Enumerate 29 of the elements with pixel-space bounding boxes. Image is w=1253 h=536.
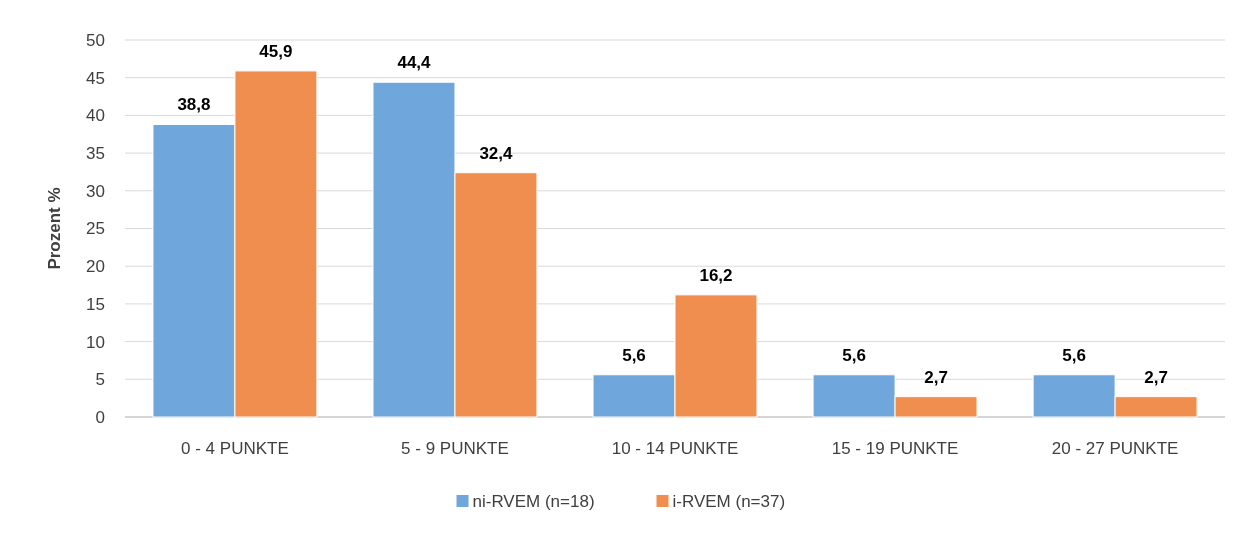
- y-axis-title: Prozent %: [45, 187, 64, 270]
- y-tick-label: 40: [86, 106, 105, 126]
- data-label: 44,4: [397, 53, 432, 73]
- data-label: 38,8: [177, 95, 211, 115]
- y-tick-label: 20: [86, 257, 105, 277]
- data-label: 16,2: [699, 265, 733, 285]
- data-label: 5,6: [842, 345, 866, 365]
- y-tick-label: 5: [95, 370, 105, 390]
- data-label: 5,6: [622, 345, 646, 365]
- legend-label: ni-RVEM (n=18): [472, 491, 595, 511]
- x-tick-label: 20 - 27 PUNKTE: [1051, 439, 1179, 458]
- x-tick-label: 5 - 9 PUNKTE: [401, 439, 509, 458]
- y-tick-label: 0: [95, 407, 105, 427]
- y-tick-label: 50: [86, 30, 105, 50]
- data-label: 5,6: [1062, 345, 1086, 365]
- x-tick-label: 15 - 19 PUNKTE: [831, 439, 959, 458]
- y-tick-label: 45: [86, 68, 105, 88]
- x-tick-label: 0 - 4 PUNKTE: [181, 439, 289, 458]
- legend-label: i-RVEM (n=37): [672, 491, 786, 511]
- data-label: 45,9: [259, 41, 293, 61]
- y-tick-label: 10: [86, 332, 105, 352]
- x-tick-label: 10 - 14 PUNKTE: [611, 439, 739, 458]
- data-label: 32,4: [479, 143, 514, 163]
- data-label: 2,7: [924, 367, 948, 387]
- data-label: 2,7: [1144, 367, 1168, 387]
- y-tick-label: 25: [86, 219, 105, 239]
- y-tick-label: 30: [86, 181, 105, 201]
- y-tick-label: 15: [86, 294, 105, 314]
- y-tick-label: 35: [86, 144, 105, 164]
